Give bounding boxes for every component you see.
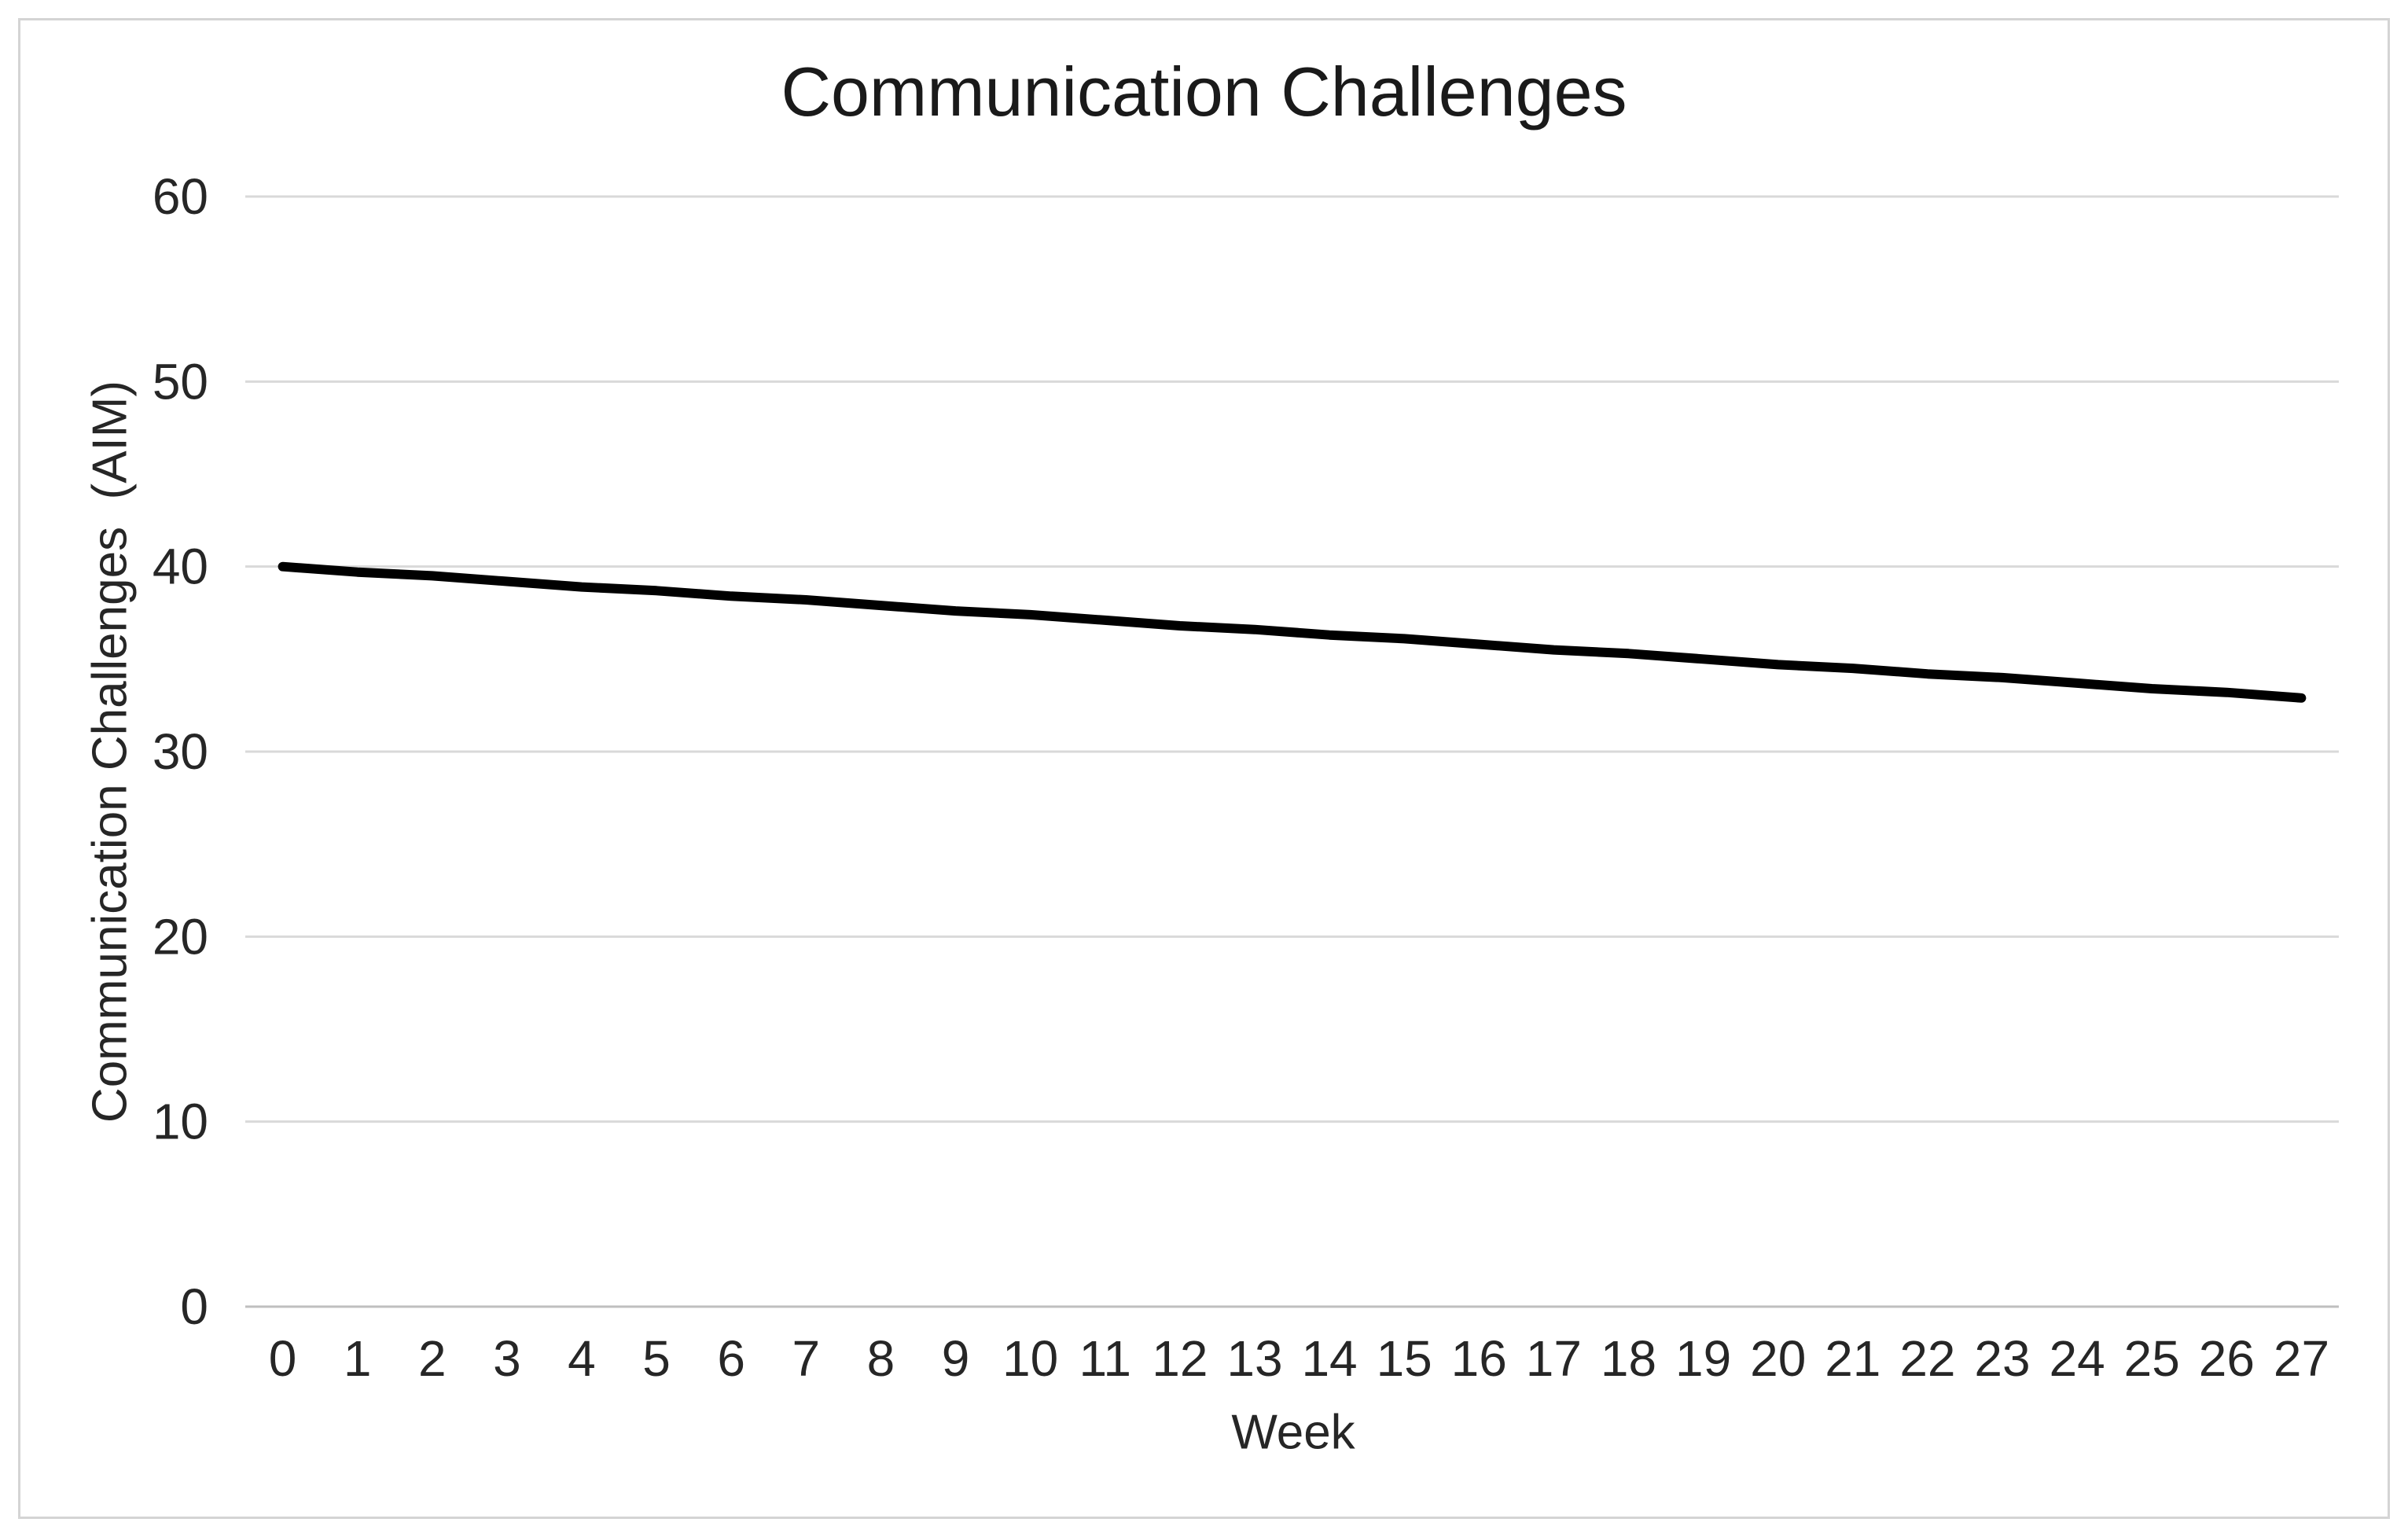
x-tick-label-26: 26 (2199, 1330, 2255, 1387)
x-tick-label-7: 7 (792, 1330, 821, 1387)
x-tick-label-14: 14 (1301, 1330, 1357, 1387)
x-tick-label-27: 27 (2274, 1330, 2329, 1387)
x-tick-label-25: 25 (2124, 1330, 2180, 1387)
chart-title: Communication Challenges (781, 53, 1627, 131)
x-tick-label-17: 17 (1526, 1330, 1582, 1387)
x-tick-label-1: 1 (344, 1330, 372, 1387)
y-tick-label-40: 40 (153, 539, 208, 595)
x-tick-label-24: 24 (2050, 1330, 2105, 1387)
x-tick-label-12: 12 (1152, 1330, 1208, 1387)
y-tick-label-30: 30 (153, 723, 208, 780)
y-tick-label-20: 20 (153, 908, 208, 965)
y-tick-label-60: 60 (153, 168, 208, 225)
x-tick-label-13: 13 (1226, 1330, 1282, 1387)
x-tick-label-18: 18 (1601, 1330, 1656, 1387)
y-tick-label-50: 50 (153, 353, 208, 410)
x-tick-label-5: 5 (642, 1330, 671, 1387)
x-tick-label-10: 10 (1002, 1330, 1058, 1387)
x-tick-label-22: 22 (1899, 1330, 1955, 1387)
x-tick-label-6: 6 (717, 1330, 745, 1387)
x-tick-label-19: 19 (1675, 1330, 1731, 1387)
x-axis-title: Week (1231, 1405, 1355, 1460)
x-tick-label-11: 11 (1079, 1330, 1131, 1387)
x-tick-label-8: 8 (867, 1330, 895, 1387)
x-tick-label-3: 3 (493, 1330, 521, 1387)
x-tick-label-9: 9 (942, 1330, 970, 1387)
series-line (278, 561, 2307, 703)
y-tick-label-0: 0 (180, 1278, 208, 1335)
y-tick-label-10: 10 (153, 1094, 208, 1150)
chart-frame (18, 18, 2390, 1519)
x-tick-label-20: 20 (1750, 1330, 1806, 1387)
x-tick-label-15: 15 (1377, 1330, 1432, 1387)
x-tick-label-16: 16 (1451, 1330, 1507, 1387)
x-tick-label-4: 4 (568, 1330, 596, 1387)
x-tick-label-2: 2 (418, 1330, 447, 1387)
x-tick-label-0: 0 (269, 1330, 297, 1387)
x-tick-label-21: 21 (1825, 1330, 1880, 1387)
x-tick-label-23: 23 (1974, 1330, 2030, 1387)
